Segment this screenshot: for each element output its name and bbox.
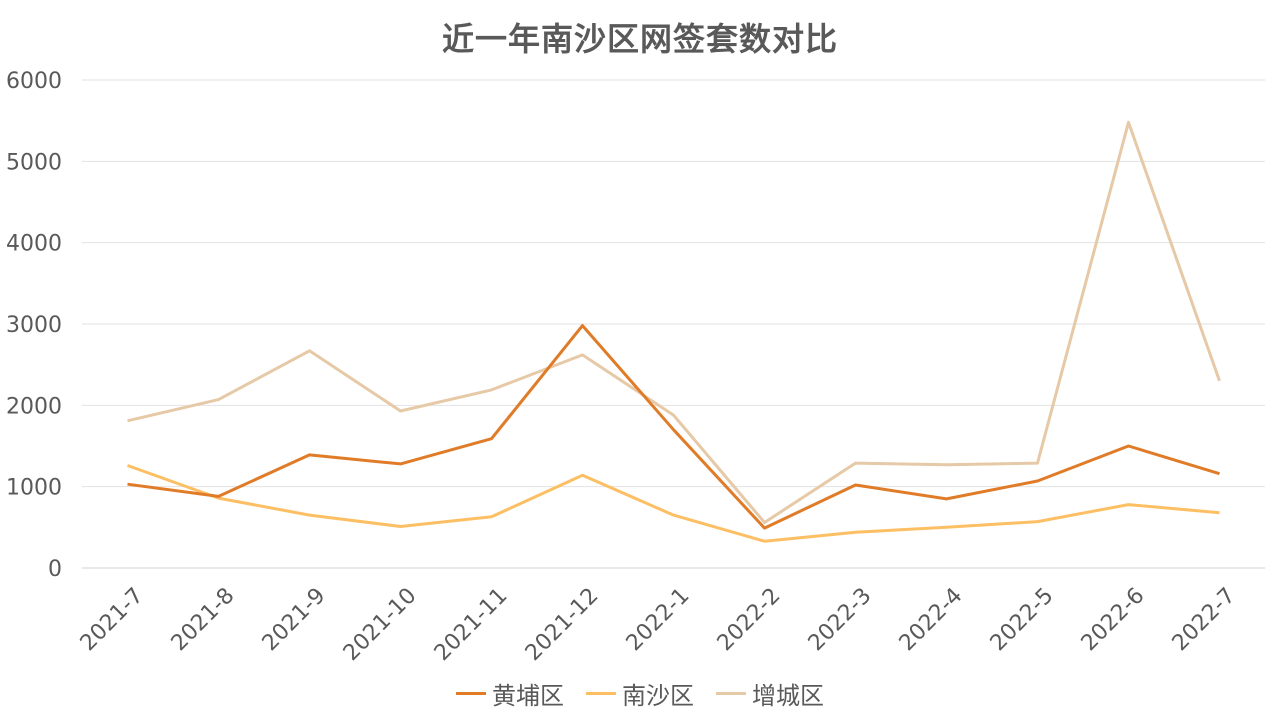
grid-lines <box>82 79 1265 569</box>
y-tick-label: 5000 <box>6 150 62 175</box>
x-tick-label: 2022-1 <box>622 583 695 656</box>
x-tick-label: 2021-11 <box>430 583 513 666</box>
y-tick-label: 4000 <box>6 232 62 257</box>
x-tick-label: 2021-8 <box>167 583 240 656</box>
x-tick-label: 2021-10 <box>339 583 422 666</box>
y-tick-label: 1000 <box>6 476 62 501</box>
legend-label: 增城区 <box>752 682 824 710</box>
x-tick-label: 2022-3 <box>804 583 877 656</box>
legend-swatch <box>586 692 616 695</box>
legend-swatch <box>456 692 486 695</box>
legend: 黄埔区 南沙区 增城区 <box>0 676 1280 711</box>
y-tick-label: 6000 <box>6 69 62 94</box>
series-line <box>127 120 1221 524</box>
x-tick-label: 2022-6 <box>1077 583 1150 656</box>
series-lines <box>126 120 1221 543</box>
legend-label: 黄埔区 <box>492 682 564 710</box>
x-tick-label: 2022-7 <box>1168 583 1241 656</box>
x-tick-label: 2022-2 <box>713 583 786 656</box>
series-line <box>126 464 1220 543</box>
chart-title: 近一年南沙区网签套数对比 <box>441 20 838 58</box>
legend-item: 南沙区 <box>586 676 694 711</box>
x-tick-label: 2021-9 <box>258 583 331 656</box>
legend-swatch <box>716 692 746 695</box>
x-tick-label: 2022-5 <box>986 583 1059 656</box>
legend-label: 南沙区 <box>622 682 694 710</box>
x-tick-label: 2021-12 <box>521 583 604 666</box>
y-tick-label: 3000 <box>6 313 62 338</box>
y-tick-label: 0 <box>48 557 62 582</box>
legend-item: 增城区 <box>716 676 824 711</box>
legend-item: 黄埔区 <box>456 676 564 711</box>
x-tick-label: 2022-4 <box>895 583 968 656</box>
y-tick-label: 2000 <box>6 394 62 419</box>
y-axis-ticks: 0 1000 2000 3000 4000 5000 6000 <box>6 69 62 582</box>
series-line <box>127 324 1220 530</box>
x-axis-ticks: 2021-7 2021-8 2021-9 2021-10 2021-11 2021-12 2… <box>76 583 1241 666</box>
x-tick-label: 2021-7 <box>76 583 149 656</box>
